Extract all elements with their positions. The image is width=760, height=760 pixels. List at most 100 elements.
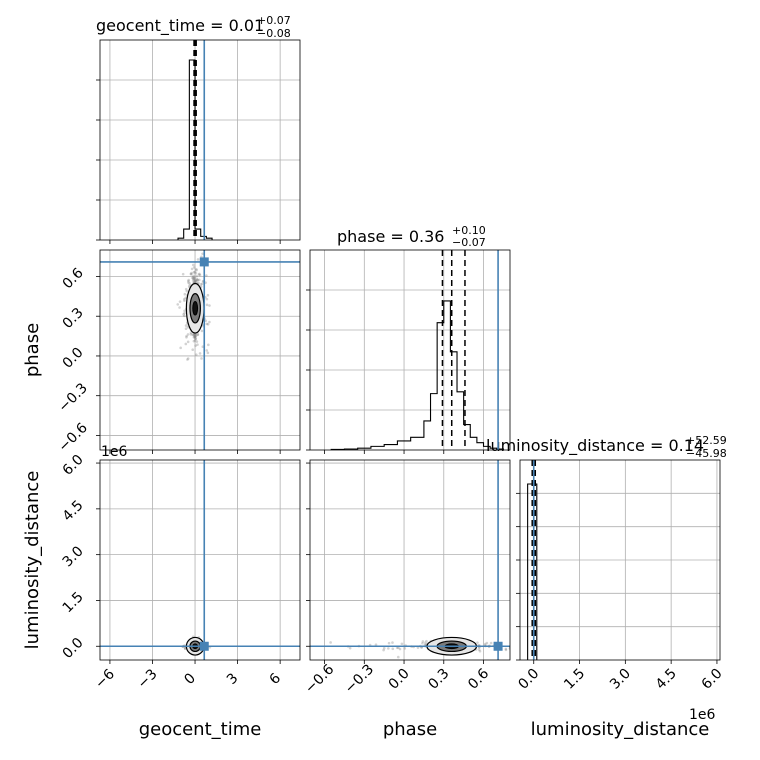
sample-point — [329, 641, 332, 644]
sample-point — [183, 309, 186, 313]
sample-point — [348, 646, 352, 650]
sample-point — [557, 640, 560, 643]
y-tick-label: 4.5 — [60, 497, 87, 524]
sample-point — [200, 255, 203, 259]
sample-point — [189, 272, 193, 276]
sample-point — [205, 303, 209, 307]
sample-point — [194, 334, 198, 337]
sample-point — [183, 292, 187, 296]
sample-point — [195, 279, 198, 282]
sample-point — [184, 342, 188, 346]
y-tick-label: −0.6 — [55, 420, 90, 455]
sample-point — [194, 279, 197, 282]
sample-point — [195, 268, 198, 272]
title-phase-plus: +0.10 — [452, 224, 486, 237]
sample-point — [186, 357, 190, 360]
sample-point — [196, 278, 199, 282]
sample-point — [511, 646, 514, 649]
sample-point — [183, 647, 187, 650]
sample-point — [548, 650, 551, 653]
x-axis-label-luminosity-distance: luminosity_distance — [531, 719, 710, 740]
sample-point — [184, 296, 187, 300]
sample-point — [396, 655, 400, 659]
sample-point — [570, 648, 573, 651]
sample-point — [374, 643, 378, 647]
sample-point — [207, 343, 210, 347]
truth-marker — [199, 641, 209, 651]
truth-marker — [493, 641, 503, 651]
sample-point — [516, 648, 519, 651]
panel-geocent_time-phase — [100, 250, 300, 450]
sample-point — [179, 346, 182, 350]
sample-point — [192, 279, 196, 282]
axes-frame — [309, 459, 511, 661]
sample-point — [192, 339, 196, 343]
panel-geocent_time-luminosity_distance — [100, 460, 300, 660]
sample-point — [476, 641, 479, 644]
sample-point — [421, 641, 424, 645]
title-luminosity-distance: luminosity_distance = 0.14 — [486, 436, 704, 456]
sample-point — [205, 349, 209, 352]
sample-point — [193, 335, 197, 339]
sample-point — [191, 276, 194, 280]
sample-point — [395, 646, 399, 650]
sample-point — [194, 353, 198, 356]
sample-point — [193, 279, 197, 282]
sample-point — [198, 273, 202, 277]
sample-point — [192, 333, 196, 336]
sample-point — [186, 358, 189, 361]
sample-point — [183, 299, 186, 302]
sample-point — [192, 277, 196, 281]
y-tick-label: 0.3 — [60, 305, 87, 332]
panel-luminosity_distance-hist — [520, 460, 720, 660]
sample-point — [387, 641, 391, 645]
sample-point — [398, 647, 402, 651]
sample-point — [196, 258, 200, 261]
x-tick-label: 6.0 — [699, 666, 726, 693]
sample-point — [198, 278, 201, 282]
x-tick-label: 4.5 — [653, 666, 680, 693]
sample-point — [193, 276, 197, 280]
sample-point — [206, 322, 210, 326]
sample-point — [387, 647, 390, 650]
sample-point — [189, 331, 193, 335]
sample-point — [504, 647, 508, 651]
sample-point — [521, 645, 524, 648]
y-axis-label-phase: phase — [22, 323, 43, 377]
sample-point — [200, 357, 203, 360]
sample-point — [382, 648, 385, 652]
x-tick-label: −0.6 — [302, 661, 337, 696]
sample-point — [403, 647, 407, 650]
sample-point — [205, 274, 208, 277]
sample-point — [192, 333, 195, 337]
sample-point — [188, 282, 191, 285]
sample-point — [191, 277, 195, 280]
x-tick-label: 3 — [224, 670, 242, 688]
sample-point — [206, 351, 210, 355]
title-luminosity-distance-minus: −45.98 — [686, 447, 727, 460]
sample-point — [176, 303, 180, 306]
sample-point — [185, 335, 188, 339]
x-tick-label: 6 — [267, 670, 285, 688]
sample-point — [178, 300, 182, 303]
sample-point — [184, 287, 188, 291]
sample-point — [194, 280, 198, 283]
sample-point — [194, 344, 197, 347]
y-tick-label: 6.0 — [60, 452, 87, 479]
sample-point — [196, 278, 199, 282]
sample-point — [400, 642, 404, 646]
x-tick-label: 0.3 — [425, 666, 452, 693]
sample-point — [391, 647, 395, 651]
sample-point — [192, 274, 195, 278]
sample-point — [208, 304, 211, 307]
sample-point — [193, 276, 196, 280]
sample-point — [425, 639, 428, 643]
panel-geocent_time-hist — [100, 40, 300, 240]
sample-point — [205, 297, 209, 301]
contour-inner — [192, 301, 199, 316]
sample-point — [198, 352, 202, 355]
sample-point — [195, 274, 198, 278]
sample-point — [199, 285, 203, 288]
sample-point — [191, 333, 194, 336]
title-geocent-time-plus: +0.07 — [257, 14, 291, 27]
